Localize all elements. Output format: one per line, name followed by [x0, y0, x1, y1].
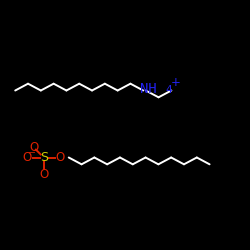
- Text: S: S: [40, 151, 48, 164]
- Text: O: O: [56, 151, 65, 164]
- Text: 4: 4: [165, 85, 172, 95]
- Text: −: −: [28, 147, 36, 156]
- Text: O: O: [22, 151, 32, 164]
- Text: NH: NH: [140, 82, 157, 96]
- Text: O: O: [30, 142, 39, 154]
- Text: +: +: [171, 76, 180, 89]
- Text: O: O: [39, 168, 48, 181]
